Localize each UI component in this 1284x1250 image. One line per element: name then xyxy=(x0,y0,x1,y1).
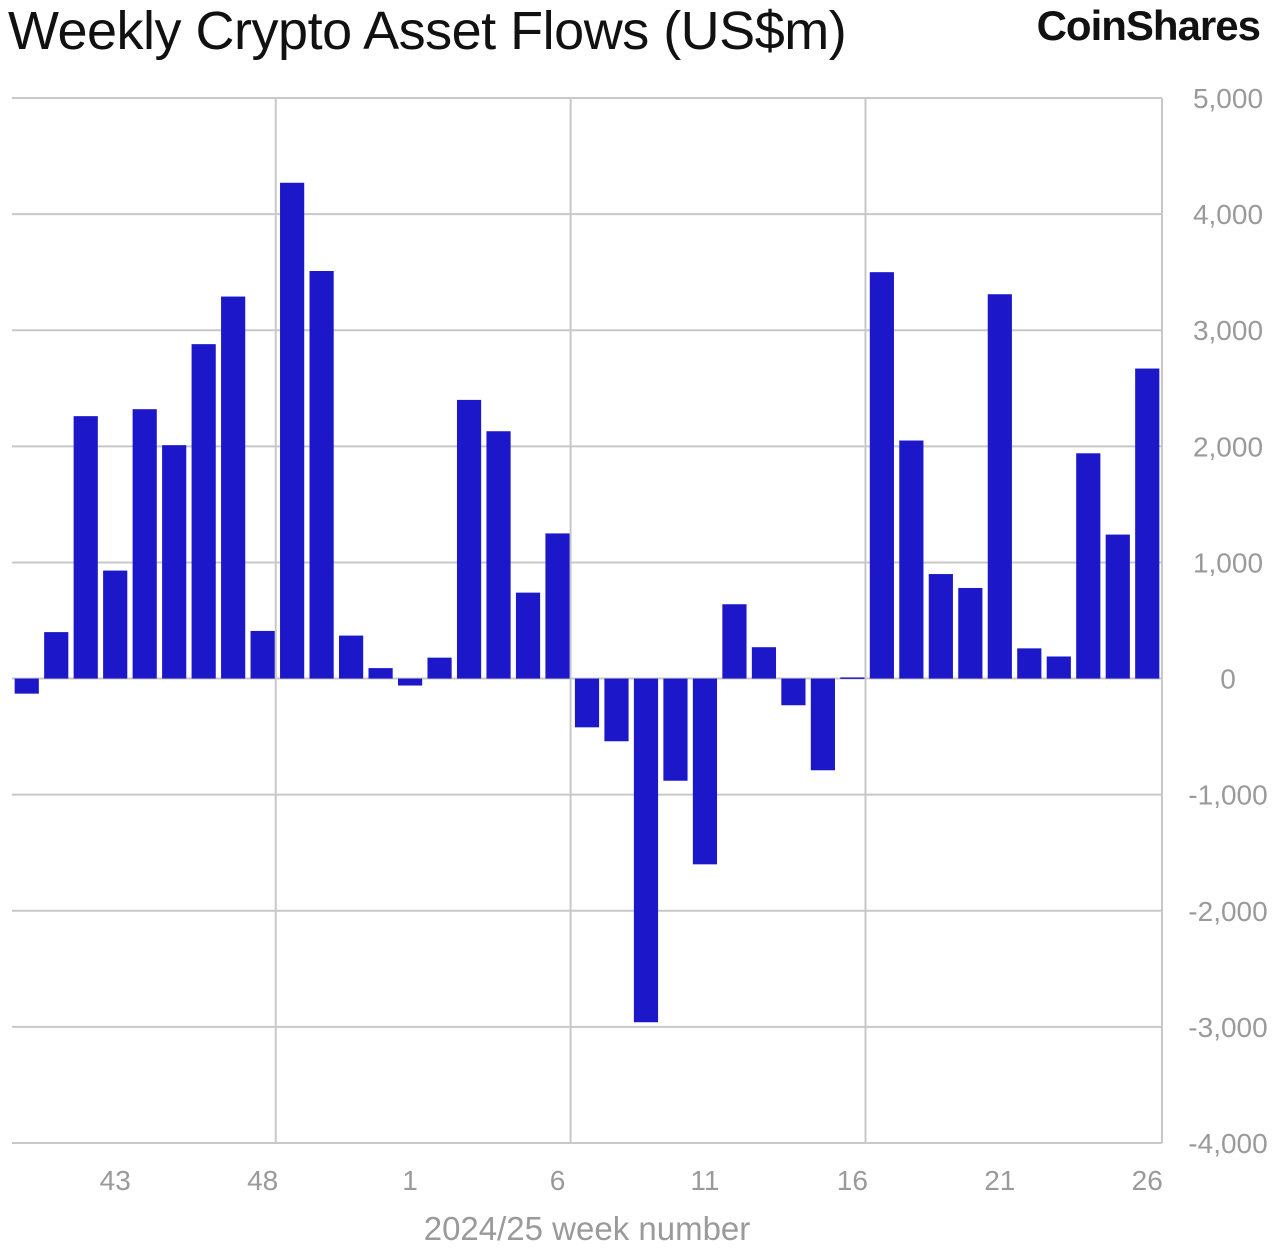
bar-week-51 xyxy=(339,635,364,679)
x-tick-label: 11 xyxy=(690,1165,719,1196)
y-tick-label: -3,000 xyxy=(1188,1012,1267,1043)
bar-week-9 xyxy=(633,678,659,1023)
bar-week-22 xyxy=(1017,648,1042,679)
bar-week-7 xyxy=(574,678,600,728)
bar-week-20 xyxy=(958,587,983,679)
x-tick-label: 43 xyxy=(100,1165,131,1196)
x-tick-label: 16 xyxy=(837,1165,868,1196)
bar-week-3 xyxy=(456,399,482,679)
y-tick-label: 1,000 xyxy=(1193,547,1263,578)
x-tick-label: 21 xyxy=(984,1165,1015,1196)
x-tick-label: 1 xyxy=(402,1165,418,1196)
bar-week-23 xyxy=(1046,656,1071,679)
x-tick-label: 48 xyxy=(247,1165,278,1196)
bar-week-11 xyxy=(692,678,718,865)
y-tick-label: 3,000 xyxy=(1193,315,1263,346)
bar-week-41 xyxy=(44,632,69,679)
y-axis-ticks: 5,000 4,000 3,000 2,000 1,000 0 -1,000 -2,000 -3… xyxy=(1188,83,1267,1159)
bar-week-16 xyxy=(840,677,865,679)
bar-week-52 xyxy=(368,668,393,679)
y-tick-label: -2,000 xyxy=(1188,896,1267,927)
bar-week-2 xyxy=(427,657,452,679)
x-tick-label: 26 xyxy=(1132,1165,1163,1196)
bar-week-21 xyxy=(987,294,1012,679)
y-tick-label: 0 xyxy=(1220,664,1236,695)
bar-week-47 xyxy=(221,296,246,679)
bar-week-40 xyxy=(14,678,39,694)
bar-week-13 xyxy=(751,647,777,679)
bar-week-17 xyxy=(869,272,894,679)
bar-week-46 xyxy=(191,344,216,679)
y-tick-label: 2,000 xyxy=(1193,431,1263,462)
x-tick-label: 6 xyxy=(550,1165,566,1196)
y-tick-label: 4,000 xyxy=(1193,199,1263,230)
bar-week-42 xyxy=(73,416,98,679)
bar-week-24 xyxy=(1076,453,1101,679)
bar-week-49 xyxy=(280,182,305,679)
bar-week-10 xyxy=(663,678,688,781)
bar-week-25 xyxy=(1105,534,1130,679)
bar-week-50 xyxy=(309,271,334,679)
bars xyxy=(14,182,1160,1023)
bar-week-18 xyxy=(899,440,924,679)
coinshares-logo: CoinShares xyxy=(1036,2,1261,49)
x-axis-title: 2024/25 week number xyxy=(424,1210,751,1247)
bar-week-1 xyxy=(397,678,423,686)
bar-week-12 xyxy=(722,604,747,679)
y-tick-label: 5,000 xyxy=(1193,83,1263,114)
bar-week-5 xyxy=(515,592,541,679)
y-tick-label: -1,000 xyxy=(1188,780,1267,811)
bar-week-6 xyxy=(545,533,570,679)
x-axis-ticks: 43 48 1 6 11 16 21 26 xyxy=(100,1165,1163,1196)
bar-week-15 xyxy=(810,678,835,771)
bar-week-43 xyxy=(103,570,128,679)
bar-week-4 xyxy=(486,431,511,679)
bar-week-26 xyxy=(1135,368,1160,679)
bar-week-48 xyxy=(250,630,275,679)
bar-week-45 xyxy=(162,445,187,679)
y-tick-label: -4,000 xyxy=(1188,1128,1267,1159)
bar-week-44 xyxy=(132,409,157,679)
bar-week-8 xyxy=(604,678,629,742)
chart-title: Weekly Crypto Asset Flows (US$m) xyxy=(8,1,847,61)
bar-week-14 xyxy=(781,678,806,706)
bar-week-19 xyxy=(928,574,953,679)
